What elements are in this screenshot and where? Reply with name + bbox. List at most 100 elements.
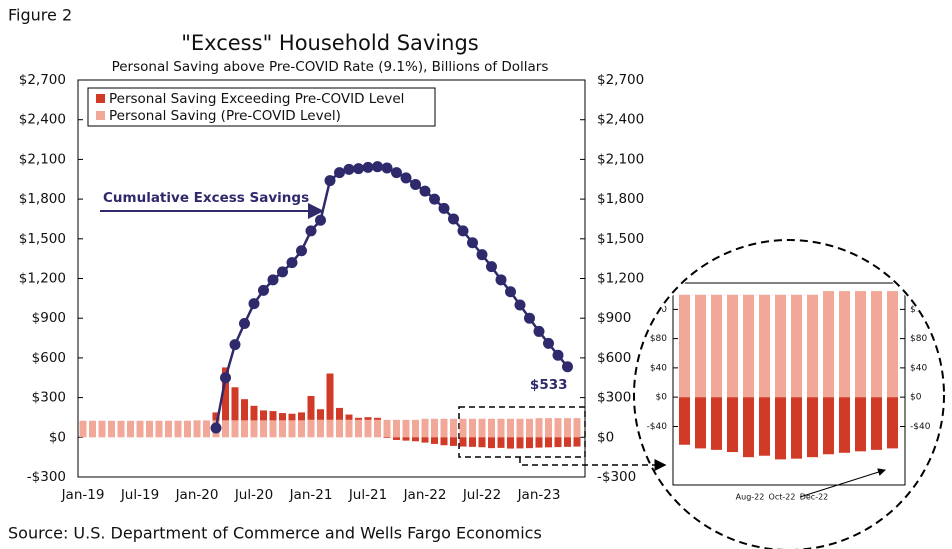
line-marker — [381, 162, 393, 174]
bar — [241, 420, 248, 438]
bar — [345, 419, 353, 438]
line-marker — [533, 325, 545, 337]
y-tick-label: $2,700 — [19, 72, 66, 88]
bar — [317, 419, 324, 438]
line-marker — [562, 361, 573, 373]
legend-label: Personal Saving (Pre-COVID Level) — [109, 108, 341, 124]
line-marker — [267, 274, 279, 286]
y-tick-label: $1,500 — [19, 231, 66, 247]
x-tick-label: Jul-20 — [234, 487, 273, 503]
bar — [174, 420, 182, 438]
bar — [127, 420, 134, 438]
bar — [298, 420, 305, 438]
legend-swatch — [96, 111, 105, 120]
zoom-box — [458, 406, 586, 458]
bar — [402, 437, 410, 441]
inset-bar — [807, 294, 818, 398]
x-tick-label: Jan-22 — [403, 487, 447, 503]
line-label: Cumulative Excess Savings — [103, 190, 309, 206]
inset-bar — [791, 397, 802, 459]
y-tick-label: $1,800 — [19, 191, 66, 207]
bar — [136, 420, 144, 438]
line-marker — [476, 249, 488, 261]
inset-arrow — [799, 468, 886, 498]
bar — [298, 412, 305, 421]
bar — [374, 419, 381, 438]
inset-x-tick-label: Aug-22 — [736, 493, 765, 502]
y-tick-label: $900 — [32, 310, 66, 326]
line-marker — [239, 317, 250, 329]
bar — [440, 418, 448, 438]
line-marker — [448, 213, 459, 225]
y-tick-label: $600 — [32, 350, 66, 366]
bar — [212, 412, 220, 421]
y-tick-label: $2,400 — [19, 112, 66, 128]
bar — [241, 399, 248, 421]
bar — [326, 373, 334, 420]
inset-bar — [679, 397, 690, 445]
bar — [355, 417, 362, 420]
bar — [269, 411, 277, 421]
bar — [450, 418, 457, 438]
inset-bar — [871, 291, 882, 398]
bar — [535, 437, 543, 448]
inset-bar — [871, 397, 882, 450]
chart-subtitle: Personal Saving above Pre-COVID Rate (9.… — [112, 59, 549, 75]
bar — [203, 420, 210, 438]
bar — [364, 419, 372, 438]
y2-tick-label: $600 — [597, 350, 631, 366]
bar — [288, 413, 296, 421]
bar — [488, 437, 495, 449]
x-tick-label: Jan-20 — [175, 487, 219, 503]
inset-y2-tick-label: $80 — [910, 334, 927, 344]
y2-tick-label: -$300 — [597, 469, 636, 485]
inset-bar — [759, 397, 770, 456]
line-marker — [334, 167, 345, 179]
bar — [250, 420, 258, 438]
bar — [231, 420, 239, 438]
bar — [507, 437, 514, 449]
line-marker — [495, 274, 507, 286]
bar — [155, 420, 163, 438]
bar — [250, 405, 258, 421]
line-marker — [410, 179, 421, 191]
inset-y-tick-label: $80 — [650, 334, 667, 344]
inset-bar — [839, 291, 850, 398]
inset-bar — [839, 397, 850, 453]
line-marker — [543, 337, 554, 349]
line-marker — [277, 266, 288, 278]
bar — [355, 419, 362, 438]
inset-bar — [855, 397, 866, 452]
y2-tick-label: $300 — [597, 390, 631, 406]
bar — [222, 420, 229, 438]
bar — [526, 437, 533, 449]
bar — [345, 414, 353, 420]
y-tick-label: -$300 — [27, 469, 66, 485]
line-marker — [391, 167, 402, 179]
bar — [336, 407, 343, 420]
bar — [307, 419, 315, 438]
bar — [393, 419, 400, 438]
bar — [79, 420, 87, 438]
y2-tick-label: $1,200 — [597, 271, 644, 287]
legend-swatch — [96, 94, 105, 103]
inset-bar — [759, 294, 770, 398]
bar — [573, 437, 581, 447]
bar — [526, 418, 533, 438]
bar — [383, 437, 391, 438]
bar — [260, 410, 267, 421]
line-marker — [362, 161, 374, 173]
inset-bar — [727, 294, 738, 398]
zoom-connector — [519, 457, 667, 471]
bar — [364, 417, 372, 420]
bar — [193, 420, 201, 438]
inset-bar — [807, 397, 818, 458]
bar — [440, 437, 448, 446]
bar — [564, 418, 571, 438]
x-tick-label: Jan-21 — [289, 487, 333, 503]
y-tick-label: $0 — [49, 429, 66, 445]
bar — [469, 418, 476, 438]
inset-plot — [672, 282, 906, 486]
